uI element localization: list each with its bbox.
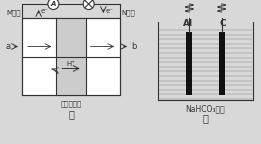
Text: M电极: M电极 <box>7 9 21 16</box>
Text: 甲: 甲 <box>68 109 74 119</box>
Text: Al: Al <box>183 19 193 28</box>
Text: 质子交换膜: 质子交换膜 <box>60 100 82 107</box>
Text: e⁻: e⁻ <box>41 8 49 14</box>
Text: b: b <box>131 42 137 51</box>
Text: 乙: 乙 <box>203 113 209 123</box>
Circle shape <box>83 0 94 10</box>
Text: C: C <box>219 19 226 28</box>
Text: H⁺: H⁺ <box>67 60 75 67</box>
Text: A: A <box>51 1 56 7</box>
Bar <box>22 18 120 95</box>
Text: NaHCO₃溶液: NaHCO₃溶液 <box>186 104 226 113</box>
Circle shape <box>48 0 59 10</box>
Bar <box>56 18 86 95</box>
Text: a: a <box>6 42 11 51</box>
Bar <box>219 32 225 95</box>
Bar <box>186 32 192 95</box>
Text: N电极: N电极 <box>121 9 135 16</box>
Bar <box>22 18 120 95</box>
Text: e⁻: e⁻ <box>105 8 113 14</box>
